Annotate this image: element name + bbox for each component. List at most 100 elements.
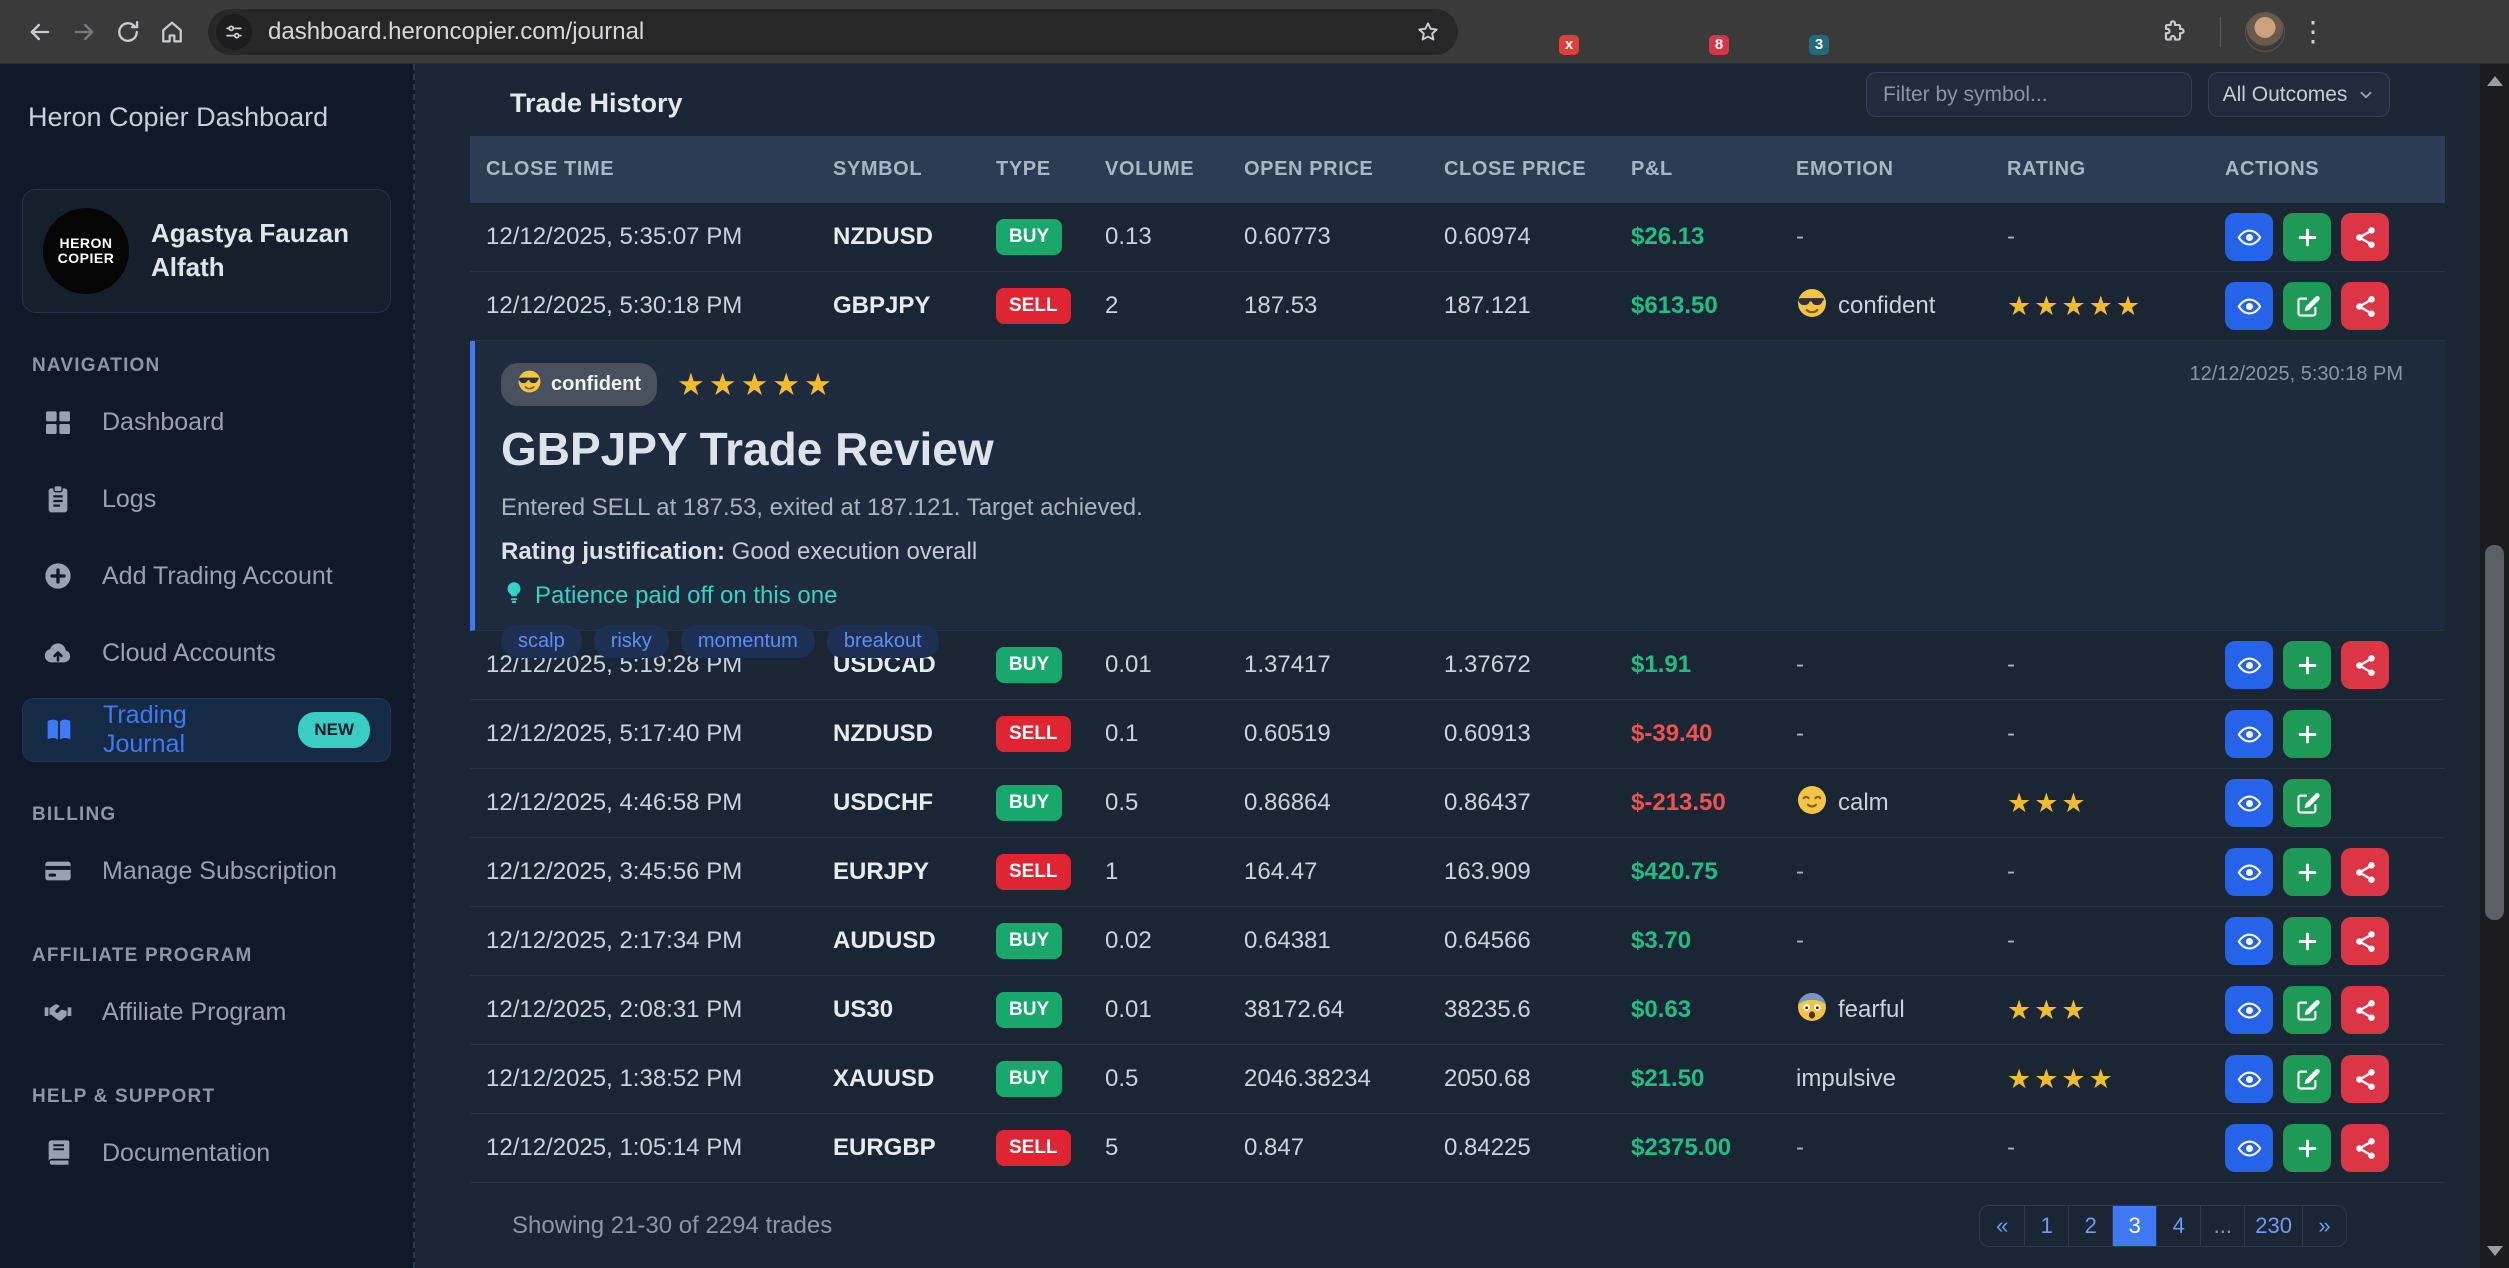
view-trade-button[interactable] xyxy=(2225,779,2273,827)
scrollbar-down-arrow[interactable] xyxy=(2480,1236,2509,1266)
site-settings-icon[interactable] xyxy=(216,13,252,50)
tag-risky[interactable]: risky xyxy=(593,625,669,658)
view-trade-button[interactable] xyxy=(2225,641,2273,689)
todoist-extension-icon[interactable] xyxy=(1838,15,1872,49)
address-bar[interactable]: dashboard.heroncopier.com/journal xyxy=(208,8,1458,55)
share-trade-button[interactable] xyxy=(2341,848,2389,896)
table-row-audusd-6[interactable]: 12/12/2025, 2:17:34 PM AUDUSD BUY 0.02 0.643… xyxy=(470,907,2445,976)
share-trade-button[interactable] xyxy=(2341,986,2389,1034)
view-trade-button[interactable] xyxy=(2225,282,2273,330)
home-button[interactable] xyxy=(150,10,194,54)
back-button[interactable] xyxy=(18,10,62,54)
add-review-button[interactable] xyxy=(2283,848,2331,896)
extensions-strip: x 8 3 xyxy=(1488,15,2122,55)
share-trade-button[interactable] xyxy=(2341,1124,2389,1172)
sidebar-item-add-trading-account[interactable]: Add Trading Account xyxy=(22,544,391,608)
pnl-value: $-213.50 xyxy=(1631,789,1726,816)
view-trade-button[interactable] xyxy=(2225,917,2273,965)
fox-extension-icon[interactable]: 8 xyxy=(1688,15,1729,55)
share-trade-button[interactable] xyxy=(2341,1055,2389,1103)
camera-extension-icon[interactable] xyxy=(1488,15,1522,49)
review-insight-text: Patience paid off on this one xyxy=(535,581,838,609)
symbol-cell: EURGBP xyxy=(833,1134,936,1161)
refresh-button[interactable] xyxy=(106,10,150,54)
url-text[interactable]: dashboard.heroncopier.com/journal xyxy=(268,17,645,45)
review-description: Entered SELL at 187.53, exited at 187.12… xyxy=(501,494,1143,521)
mask-extension-icon[interactable] xyxy=(2038,15,2072,49)
view-trade-button[interactable] xyxy=(2225,986,2273,1034)
table-row-eurgbp-9[interactable]: 12/12/2025, 1:05:14 PM EURGBP SELL 5 0.847 0.… xyxy=(470,1114,2445,1183)
kite-extension-icon[interactable] xyxy=(1988,15,2022,49)
browser-menu-button[interactable]: ⋮ xyxy=(2299,16,2327,47)
scrollbar-up-arrow[interactable] xyxy=(2480,66,2509,96)
add-review-button[interactable] xyxy=(2283,710,2331,758)
forward-button[interactable] xyxy=(62,10,106,54)
table-row-usdchf-4[interactable]: 12/12/2025, 4:46:58 PM USDCHF BUY 0.5 0.8686… xyxy=(470,769,2445,838)
table-row-nzdusd-3[interactable]: 12/12/2025, 5:17:40 PM NZDUSD SELL 0.1 0.605… xyxy=(470,700,2445,769)
dashboard-grid-icon xyxy=(42,406,74,438)
edit-review-button[interactable] xyxy=(2283,282,2331,330)
blue-snowflake-extension-icon[interactable] xyxy=(1638,15,1672,49)
table-row-nzdusd-0[interactable]: 12/12/2025, 5:35:07 PM NZDUSD BUY 0.13 0.607… xyxy=(470,203,2445,272)
pagination-page-230[interactable]: 230 xyxy=(2244,1205,2302,1246)
bug-extension-icon[interactable] xyxy=(1888,15,1922,49)
empty-rating: - xyxy=(2007,223,2015,250)
browser-profile-avatar[interactable] xyxy=(2245,11,2285,52)
table-row-eurjpy-5[interactable]: 12/12/2025, 3:45:56 PM EURJPY SELL 1 164.47 1… xyxy=(470,838,2445,907)
view-trade-button[interactable] xyxy=(2225,848,2273,896)
review-header-row: confident ★★★★★ xyxy=(501,363,2405,406)
add-review-button[interactable] xyxy=(2283,1124,2331,1172)
sidebar-item-manage-subscription[interactable]: Manage Subscription xyxy=(22,839,391,903)
sidebar-item-cloud-accounts[interactable]: Cloud Accounts xyxy=(22,621,391,685)
disabled-gray-extension-icon[interactable]: x xyxy=(1538,15,1579,55)
view-trade-button[interactable] xyxy=(2225,1055,2273,1103)
pagination-page-4[interactable]: 4 xyxy=(2156,1205,2200,1246)
empty-rating: - xyxy=(2007,1134,2015,1161)
rating-cell: ★★★ xyxy=(1991,788,2209,819)
pagination-page-3[interactable]: 3 xyxy=(2112,1205,2157,1246)
pagination-page-2[interactable]: 2 xyxy=(2068,1205,2112,1246)
page-scrollbar[interactable] xyxy=(2480,64,2509,1268)
view-trade-button[interactable] xyxy=(2225,710,2273,758)
outcomes-filter-select[interactable]: All Outcomes xyxy=(2208,72,2390,117)
table-row-xauusd-8[interactable]: 12/12/2025, 1:38:52 PM XAUUSD BUY 0.5 2046.3… xyxy=(470,1045,2445,1114)
add-review-button[interactable] xyxy=(2283,641,2331,689)
share-trade-button[interactable] xyxy=(2341,917,2389,965)
orange-flame-extension-icon[interactable] xyxy=(1588,15,1622,49)
share-trade-button[interactable] xyxy=(2341,641,2389,689)
pagination: « 1 2 3 4... 230» xyxy=(1979,1204,2347,1247)
column-header-open-price: OPEN PRICE xyxy=(1244,158,1374,180)
edit-review-button[interactable] xyxy=(2283,986,2331,1034)
tag-scalp[interactable]: scalp xyxy=(501,625,582,658)
view-trade-button[interactable] xyxy=(2225,213,2273,261)
share-trade-button[interactable] xyxy=(2341,282,2389,330)
scrollbar-thumb[interactable] xyxy=(2485,545,2504,920)
sidebar-item-logs[interactable]: Logs xyxy=(22,467,391,531)
edit-review-button[interactable] xyxy=(2283,1055,2331,1103)
table-row-us30-7[interactable]: 12/12/2025, 2:08:31 PM US30 BUY 0.01 38172.6… xyxy=(470,976,2445,1045)
shield-gradient-extension-icon[interactable] xyxy=(2088,15,2122,49)
sidebar-item-dashboard[interactable]: Dashboard xyxy=(22,390,391,454)
add-review-button[interactable] xyxy=(2283,917,2331,965)
blue-shield-extension-icon[interactable]: 3 xyxy=(1788,15,1829,55)
sidebar-item-affiliate-program[interactable]: Affiliate Program xyxy=(22,980,391,1044)
extensions-puzzle-icon[interactable] xyxy=(2152,10,2196,54)
table-row-gbpjpy-1[interactable]: 12/12/2025, 5:30:18 PM GBPJPY SELL 2 187.53 1… xyxy=(470,272,2445,341)
view-trade-button[interactable] xyxy=(2225,1124,2273,1172)
tag-momentum[interactable]: momentum xyxy=(680,625,815,658)
green-cursor-extension-icon[interactable] xyxy=(1738,15,1772,49)
pagination-page-1[interactable]: 1 xyxy=(2024,1205,2068,1246)
tag-breakout[interactable]: breakout xyxy=(826,625,939,658)
profile-card[interactable]: HERON COPIER Agastya Fauzan Alfath xyxy=(22,189,391,313)
add-review-button[interactable] xyxy=(2283,213,2331,261)
pagination-last-button[interactable]: » xyxy=(2302,1205,2346,1246)
bookmark-star-icon[interactable] xyxy=(1408,12,1448,52)
actions-cell xyxy=(2209,641,2445,689)
sync-extension-icon[interactable] xyxy=(1938,15,1972,49)
sidebar-item-documentation[interactable]: Documentation xyxy=(22,1121,391,1185)
sidebar-item-trading-journal[interactable]: Trading Journal NEW xyxy=(22,698,391,762)
pagination-first-button[interactable]: « xyxy=(1996,1212,2009,1238)
share-trade-button[interactable] xyxy=(2341,213,2389,261)
symbol-filter-input[interactable] xyxy=(1866,72,2192,117)
edit-review-button[interactable] xyxy=(2283,779,2331,827)
